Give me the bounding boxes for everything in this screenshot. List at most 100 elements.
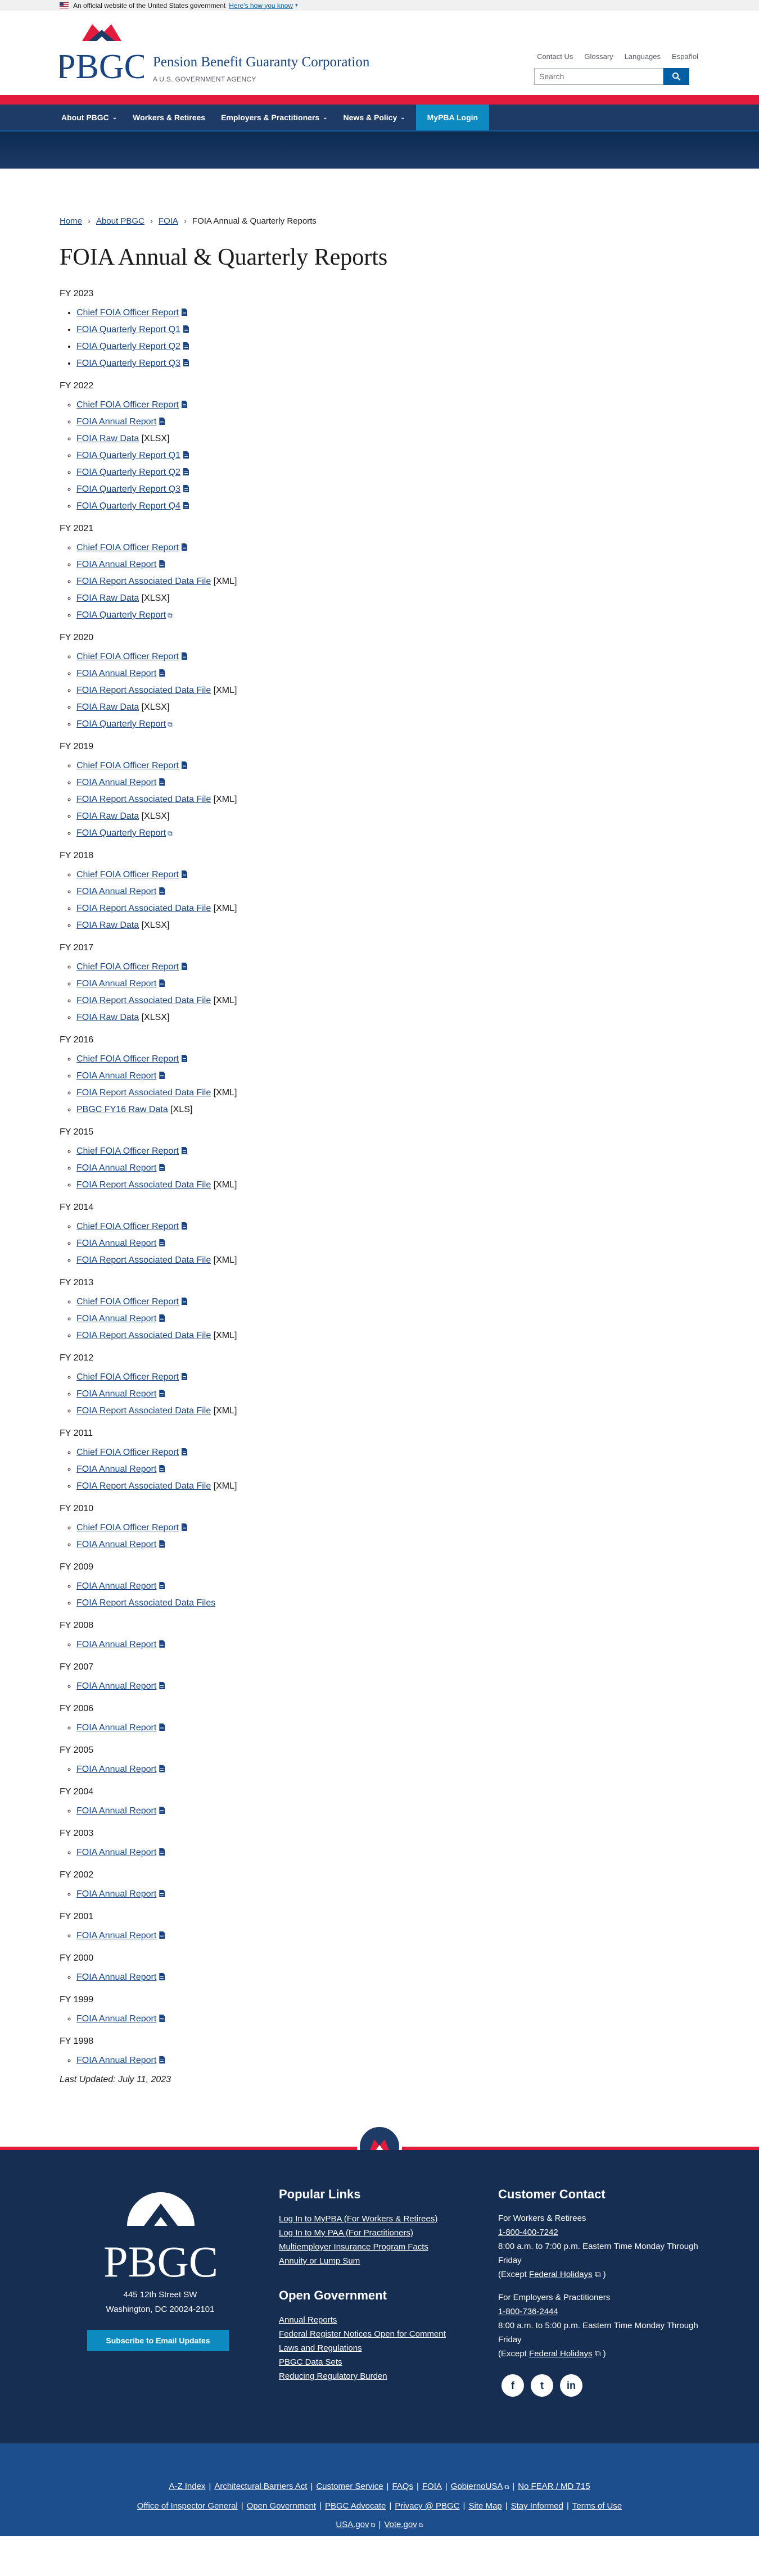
- report-link[interactable]: FOIA Quarterly Report Q3: [76, 359, 180, 368]
- report-link[interactable]: FOIA Annual Report: [76, 1765, 157, 1774]
- espanol-link[interactable]: Español: [672, 52, 698, 61]
- workers-phone-link[interactable]: 1-800-400-7242: [498, 2228, 558, 2237]
- mypba-login-button[interactable]: MyPBA Login: [415, 105, 490, 130]
- federal-holidays-link[interactable]: Federal Holidays: [529, 2349, 593, 2359]
- report-link[interactable]: Chief FOIA Officer Report: [76, 308, 179, 318]
- languages-link[interactable]: Languages: [624, 52, 661, 61]
- opengov-link[interactable]: Federal Register Notices Open for Commen…: [279, 2329, 446, 2339]
- report-link[interactable]: FOIA Annual Report: [76, 1389, 157, 1399]
- report-link[interactable]: FOIA Report Associated Data File: [76, 904, 211, 913]
- report-link[interactable]: FOIA Annual Report: [76, 1931, 157, 1940]
- footer-bottom-link[interactable]: A-Z Index: [169, 2482, 206, 2491]
- report-link[interactable]: Chief FOIA Officer Report: [76, 652, 179, 661]
- glossary-link[interactable]: Glossary: [584, 52, 613, 61]
- federal-holidays-link[interactable]: Federal Holidays: [529, 2270, 593, 2279]
- report-link[interactable]: FOIA Quarterly Report Q1: [76, 325, 180, 334]
- footer-bottom-link[interactable]: Architectural Barriers Act: [214, 2482, 308, 2491]
- popular-link[interactable]: Annuity or Lump Sum: [279, 2256, 360, 2266]
- report-link[interactable]: Chief FOIA Officer Report: [76, 1372, 179, 1382]
- footer-pbgc-logo[interactable]: PBGC: [105, 2192, 217, 2288]
- report-link[interactable]: Chief FOIA Officer Report: [76, 761, 179, 770]
- gov-banner-link[interactable]: Here's how you know: [229, 1, 293, 10]
- report-link[interactable]: FOIA Report Associated Data File: [76, 577, 211, 586]
- linkedin-icon[interactable]: in: [560, 2374, 582, 2397]
- report-link[interactable]: FOIA Annual Report: [76, 1239, 157, 1248]
- report-link[interactable]: FOIA Raw Data: [76, 593, 139, 603]
- report-link[interactable]: FOIA Quarterly Report: [76, 610, 166, 620]
- report-link[interactable]: FOIA Annual Report: [76, 417, 157, 427]
- report-link[interactable]: FOIA Report Associated Data File: [76, 1088, 211, 1097]
- footer-bottom-link[interactable]: Stay Informed: [510, 2501, 563, 2511]
- report-link[interactable]: FOIA Report Associated Data Files: [76, 1598, 216, 1608]
- contact-us-link[interactable]: Contact Us: [537, 52, 573, 61]
- report-link[interactable]: FOIA Annual Report: [76, 1889, 157, 1899]
- opengov-link[interactable]: PBGC Data Sets: [279, 2357, 342, 2367]
- report-link[interactable]: FOIA Quarterly Report Q1: [76, 451, 180, 460]
- report-link[interactable]: FOIA Annual Report: [76, 560, 157, 569]
- report-link[interactable]: FOIA Annual Report: [76, 778, 157, 787]
- footer-bottom-link[interactable]: Terms of Use: [572, 2501, 622, 2511]
- report-link[interactable]: FOIA Quarterly Report: [76, 719, 166, 729]
- report-link[interactable]: FOIA Report Associated Data File: [76, 996, 211, 1005]
- report-link[interactable]: FOIA Annual Report: [76, 1464, 157, 1474]
- footer-bottom-link[interactable]: PBGC Advocate: [324, 2501, 386, 2511]
- nav-employers-practitioners[interactable]: Employers & Practitioners ⌄: [213, 105, 335, 130]
- report-link[interactable]: FOIA Annual Report: [76, 1581, 157, 1591]
- report-link[interactable]: FOIA Quarterly Report: [76, 828, 166, 838]
- report-link[interactable]: FOIA Annual Report: [76, 1163, 157, 1173]
- report-link[interactable]: Chief FOIA Officer Report: [76, 1297, 179, 1307]
- report-link[interactable]: Chief FOIA Officer Report: [76, 870, 179, 879]
- facebook-icon[interactable]: f: [502, 2374, 524, 2397]
- opengov-link[interactable]: Laws and Regulations: [279, 2343, 362, 2353]
- report-link[interactable]: FOIA Annual Report: [76, 1806, 157, 1816]
- subscribe-button[interactable]: Subscribe to Email Updates: [87, 2330, 229, 2351]
- report-link[interactable]: FOIA Report Associated Data File: [76, 795, 211, 804]
- report-link[interactable]: FOIA Quarterly Report Q3: [76, 484, 180, 494]
- report-link[interactable]: Chief FOIA Officer Report: [76, 400, 179, 410]
- report-link[interactable]: FOIA Annual Report: [76, 1640, 157, 1649]
- report-link[interactable]: Chief FOIA Officer Report: [76, 1054, 179, 1064]
- footer-bottom-link[interactable]: Site Map: [468, 2501, 502, 2511]
- footer-bottom-link[interactable]: Customer Service: [316, 2482, 383, 2491]
- report-link[interactable]: FOIA Report Associated Data File: [76, 1406, 211, 1416]
- opengov-link[interactable]: Reducing Regulatory Burden: [279, 2371, 387, 2381]
- report-link[interactable]: FOIA Annual Report: [76, 1723, 157, 1733]
- footer-bottom-link[interactable]: No FEAR / MD 715: [518, 2482, 590, 2491]
- footer-bottom-link[interactable]: Vote.gov: [384, 2520, 417, 2529]
- report-link[interactable]: FOIA Raw Data: [76, 702, 139, 712]
- report-link[interactable]: FOIA Annual Report: [76, 2056, 157, 2065]
- report-link[interactable]: Chief FOIA Officer Report: [76, 1448, 179, 1457]
- popular-link[interactable]: Log In to My PAA (For Practitioners): [279, 2228, 413, 2238]
- footer-bottom-link[interactable]: FAQs: [392, 2482, 413, 2491]
- report-link[interactable]: FOIA Raw Data: [76, 811, 139, 821]
- search-input[interactable]: [534, 68, 663, 85]
- report-link[interactable]: Chief FOIA Officer Report: [76, 1523, 179, 1532]
- footer-bottom-link[interactable]: USA.gov: [336, 2520, 369, 2529]
- report-link[interactable]: FOIA Report Associated Data File: [76, 1331, 211, 1340]
- breadcrumb-home[interactable]: Home: [60, 216, 83, 226]
- report-link[interactable]: FOIA Annual Report: [76, 1540, 157, 1549]
- report-link[interactable]: FOIA Annual Report: [76, 669, 157, 678]
- breadcrumb-foia[interactable]: FOIA: [158, 216, 178, 226]
- report-link[interactable]: Chief FOIA Officer Report: [76, 543, 179, 552]
- footer-bottom-link[interactable]: Open Government: [246, 2501, 317, 2511]
- report-link[interactable]: FOIA Report Associated Data File: [76, 686, 211, 695]
- twitter-icon[interactable]: t: [531, 2374, 553, 2397]
- nav-news-policy[interactable]: News & Policy ⌄: [336, 105, 413, 130]
- footer-bottom-link[interactable]: FOIA: [422, 2482, 442, 2491]
- footer-bottom-link[interactable]: Privacy @ PBGC: [395, 2501, 460, 2511]
- report-link[interactable]: Chief FOIA Officer Report: [76, 962, 179, 972]
- report-link[interactable]: Chief FOIA Officer Report: [76, 1222, 179, 1231]
- nav-about-pbgc[interactable]: About PBGC ⌄: [53, 105, 125, 130]
- popular-link[interactable]: Log In to MyPBA (For Workers & Retirees): [279, 2214, 438, 2224]
- report-link[interactable]: FOIA Quarterly Report Q4: [76, 501, 180, 511]
- report-link[interactable]: FOIA Annual Report: [76, 1314, 157, 1323]
- report-link[interactable]: Chief FOIA Officer Report: [76, 1146, 179, 1156]
- nav-workers-retirees[interactable]: Workers & Retirees: [125, 105, 213, 130]
- report-link[interactable]: FOIA Report Associated Data File: [76, 1481, 211, 1491]
- search-button[interactable]: [663, 68, 689, 85]
- employers-phone-link[interactable]: 1-800-736-2444: [498, 2307, 558, 2316]
- footer-bottom-link[interactable]: Office of Inspector General: [137, 2501, 238, 2511]
- report-link[interactable]: FOIA Raw Data: [76, 1013, 139, 1022]
- report-link[interactable]: FOIA Report Associated Data File: [76, 1255, 211, 1265]
